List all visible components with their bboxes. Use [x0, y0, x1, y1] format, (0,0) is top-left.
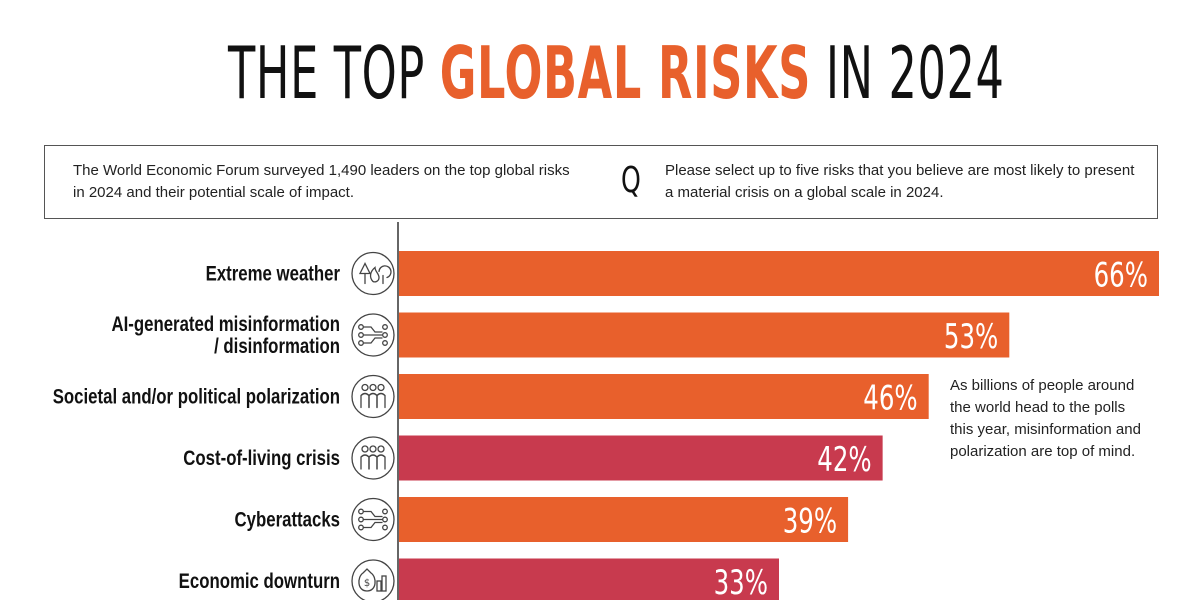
title-part-1: THE TOP: [228, 31, 440, 115]
category-label-1-line-0: AI-generated misinformation: [111, 313, 340, 336]
bar-4: [399, 497, 849, 542]
bar-value-label-1: 53%: [944, 317, 998, 356]
forest-fire-icon: [351, 251, 395, 296]
bar-value-label-4: 39%: [783, 502, 837, 541]
bar-3: [399, 435, 883, 481]
survey-summary: The World Economic Forum surveyed 1,490 …: [73, 162, 570, 201]
money-bag-chart-icon: $: [351, 559, 395, 600]
category-label-4: Cyberattacks: [235, 509, 340, 532]
survey-question: Please select up to five risks that you …: [665, 162, 1135, 201]
svg-text:$: $: [364, 578, 370, 589]
category-label-3: Cost-of-living crisis: [183, 447, 340, 470]
question-marker: Q: [621, 160, 641, 201]
annotation-note: As billions of people around the world h…: [950, 377, 1141, 460]
circuit-icon: [351, 313, 395, 357]
title-highlight: GLOBAL RISKS: [439, 31, 812, 115]
category-label-1-line-1: / disinformation: [214, 335, 340, 358]
category-label-0: Extreme weather: [206, 263, 341, 286]
circuit-icon: [351, 497, 395, 542]
bar-value-label-2: 46%: [863, 379, 917, 418]
people-group-icon: [351, 436, 395, 480]
bar-value-label-3: 42%: [817, 440, 871, 479]
category-label-5: Economic downturn: [179, 570, 340, 593]
bar-1: [399, 312, 1010, 358]
category-label-2: Societal and/or political polarization: [53, 386, 340, 409]
title-part-2: IN 2024: [811, 31, 1005, 115]
bar-5: [399, 558, 779, 600]
bar-value-label-5: 33%: [714, 563, 768, 600]
people-group-icon: [351, 374, 395, 419]
page-title: THE TOP GLOBAL RISKS IN 2024: [228, 18, 1004, 128]
bar-value-label-0: 66%: [1094, 256, 1148, 295]
bar-2: [399, 374, 929, 419]
intro-box: The World Economic Forum surveyed 1,490 …: [44, 145, 1158, 219]
bar-0: [399, 251, 1159, 296]
